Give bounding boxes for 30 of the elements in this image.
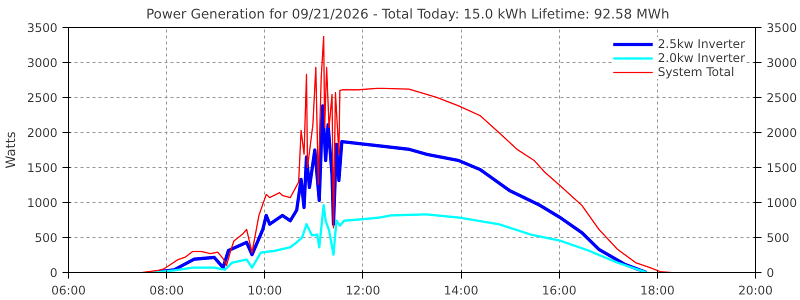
y-tick-label: 1500 bbox=[26, 161, 58, 175]
line-series bbox=[152, 204, 648, 272]
y-axis-title: Watts bbox=[4, 131, 19, 168]
y2-tick-label: 1000 bbox=[766, 196, 798, 210]
x-tick-label: 20:00 bbox=[738, 284, 773, 298]
y2-tick-label: 500 bbox=[766, 231, 790, 245]
y-tick-label: 3500 bbox=[26, 21, 58, 35]
y-tick-label: 2500 bbox=[26, 91, 58, 105]
legend-label: 2.5kw Inverter bbox=[658, 37, 745, 51]
x-tick-label: 14:00 bbox=[444, 284, 478, 298]
x-tick-label: 12:00 bbox=[346, 284, 380, 298]
y-tick-label: 2000 bbox=[26, 126, 58, 140]
y2-tick-label: 3500 bbox=[766, 21, 798, 35]
x-tick-label: 16:00 bbox=[542, 284, 577, 298]
legend-label: System Total bbox=[658, 65, 734, 79]
x-tick-label: 06:00 bbox=[51, 284, 86, 298]
y-tick-label: 500 bbox=[34, 231, 58, 245]
y-tick-label: 3000 bbox=[26, 56, 58, 70]
y2-tick-label: 2500 bbox=[766, 91, 798, 105]
y-tick-label: 0 bbox=[50, 266, 58, 280]
y2-tick-label: 2000 bbox=[766, 126, 798, 140]
x-tick-label: 08:00 bbox=[149, 284, 184, 298]
y-tick-label: 1000 bbox=[26, 196, 58, 210]
y2-tick-label: 0 bbox=[766, 266, 774, 280]
x-tick-label: 18:00 bbox=[640, 284, 675, 298]
legend-label: 2.0kw Inverter bbox=[658, 51, 745, 65]
x-tick-label: 10:00 bbox=[247, 284, 282, 298]
y2-tick-label: 3000 bbox=[766, 56, 798, 70]
y2-tick-label: 1500 bbox=[766, 161, 798, 175]
chart-title: Power Generation for 09/21/2026 - Total Today: 15.0 kWh Lifetime: 92.58 MWh bbox=[146, 8, 670, 22]
